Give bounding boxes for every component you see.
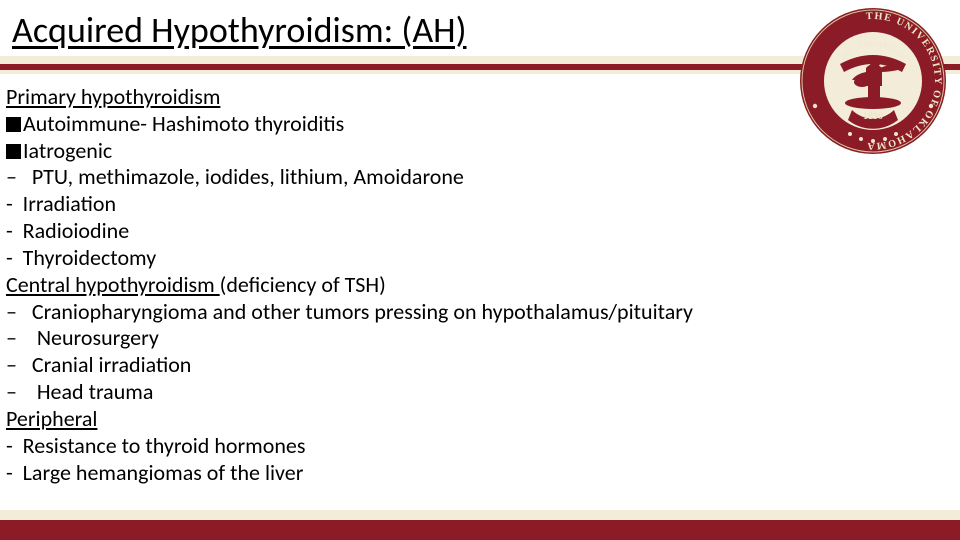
section3-heading-text: Peripheral: [6, 405, 97, 432]
bullet-line: – Head trauma: [6, 379, 946, 406]
bullet-line: – Craniopharyngioma and other tumors pre…: [6, 299, 946, 326]
section3-heading: Peripheral: [6, 406, 946, 433]
square-bullet-icon: [6, 144, 21, 159]
bullet-line: – Neurosurgery: [6, 325, 946, 352]
bullet-line: – Cranial irradiation: [6, 352, 946, 379]
section2-heading-text: Central hypothyroidism: [6, 271, 220, 298]
divider-bottom-cream: [0, 510, 960, 520]
bullet-line: - Resistance to thyroid hormones: [6, 433, 946, 460]
section1-heading-text: Primary hypothyroidism: [6, 83, 220, 110]
section2-heading: Central hypothyroidism (deficiency of TS…: [6, 272, 946, 299]
bullet-line: – PTU, methimazole, iodides, lithium, Am…: [6, 164, 946, 191]
text: Iatrogenic: [23, 137, 112, 164]
university-seal-icon: THE UNIVERSITY OF OKLAHOMA CIVI ET REIPU…: [798, 6, 948, 156]
bullet-line: - Radioiodine: [6, 218, 946, 245]
text: Autoimmune- Hashimoto thyroiditis: [23, 110, 344, 137]
seal-year-text: 1890: [863, 111, 883, 122]
section2-tail: (deficiency of TSH): [220, 271, 386, 298]
bullet-line: - Thyroidectomy: [6, 245, 946, 272]
square-bullet-icon: [6, 117, 21, 132]
bullet-line: - Irradiation: [6, 191, 946, 218]
bullet-line: - Large hemangiomas of the liver: [6, 460, 946, 487]
divider-bottom: [0, 510, 960, 540]
divider-bottom-crimson: [0, 520, 960, 540]
